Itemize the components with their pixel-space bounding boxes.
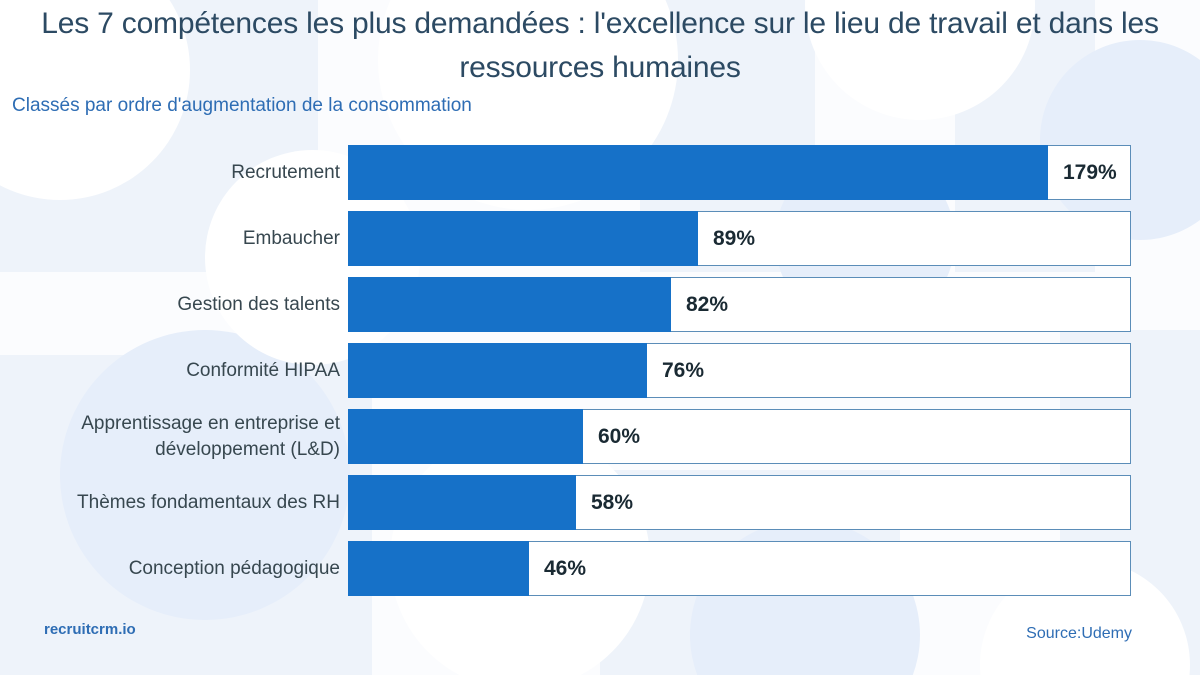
bar-value-label: 58% <box>591 490 634 514</box>
page-title: Les 7 compétences les plus demandées : l… <box>41 7 1159 84</box>
chart-row: Apprentissage en entreprise et développe… <box>0 409 1200 464</box>
category-label: Recrutement <box>231 161 340 183</box>
bar-track: 46% <box>348 541 1131 596</box>
chart-row: Gestion des talents 82% <box>0 277 1200 332</box>
bar-track: 82% <box>348 277 1131 332</box>
page-subtitle: Classés par ordre d'augmentation de la c… <box>12 95 472 116</box>
bar-track: 76% <box>348 343 1131 398</box>
brand-label: recruitcrm.io <box>44 621 136 638</box>
bar-fill <box>348 475 576 530</box>
bar-track: 179% <box>348 145 1131 200</box>
bar-track: 58% <box>348 475 1131 530</box>
bar-value-label: 82% <box>686 292 729 316</box>
bar-fill <box>348 409 583 464</box>
bar-fill <box>348 541 529 596</box>
category-label: Gestion des talents <box>177 293 340 315</box>
bar-fill <box>348 343 647 398</box>
category-label: Conception pédagogique <box>128 557 340 579</box>
bar-track: 60% <box>348 409 1131 464</box>
category-label: Embaucher <box>242 227 340 249</box>
bar-value-label: 76% <box>662 358 705 382</box>
bar-fill <box>348 145 1048 200</box>
bar-value-label: 89% <box>713 226 756 250</box>
bar-fill <box>348 211 698 266</box>
chart-row: Embaucher 89% <box>0 211 1200 266</box>
chart-row: Recrutement 179% <box>0 145 1200 200</box>
bar-chart: Recrutement 179% Embaucher 89% Gestion d… <box>0 139 1200 599</box>
category-label: Thèmes fondamentaux des RH <box>77 491 340 513</box>
chart-row: Conformité HIPAA 76% <box>0 343 1200 398</box>
bar-track: 89% <box>348 211 1131 266</box>
source-label: Source:Udemy <box>1026 625 1132 642</box>
bar-value-label: 46% <box>544 556 587 580</box>
category-label: Apprentissage en entreprise et développe… <box>81 412 340 460</box>
bar-value-label: 60% <box>598 424 641 448</box>
category-label: Conformité HIPAA <box>186 359 340 381</box>
chart-row: Conception pédagogique 46% <box>0 541 1200 596</box>
chart-row: Thèmes fondamentaux des RH 58% <box>0 475 1200 530</box>
bar-value-label: 179% <box>1063 160 1117 184</box>
bar-fill <box>348 277 671 332</box>
